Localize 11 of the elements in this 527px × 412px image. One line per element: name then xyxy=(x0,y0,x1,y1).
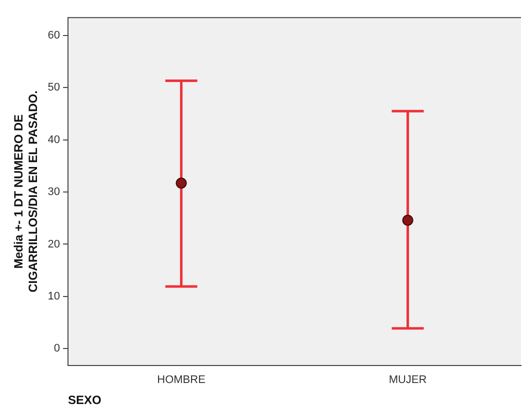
y-tick-label: 60 xyxy=(48,29,60,42)
x-tick-label: MUJER xyxy=(388,374,427,386)
y-tick-label: 30 xyxy=(48,186,60,198)
y-tick-label: 10 xyxy=(48,290,60,302)
x-axis-title: SEXO xyxy=(68,393,102,408)
x-tick-label: HOMBRE xyxy=(157,374,206,386)
y-axis-title: Media +- 1 DT NUMERO DE CIGARRILLOS/DIA EN EL PASADO. xyxy=(12,90,40,292)
y-tick-label: 40 xyxy=(48,134,60,146)
y-tick-label: 20 xyxy=(48,238,60,250)
y-tick-label: 0 xyxy=(54,342,60,355)
y-tick-label: 50 xyxy=(48,82,60,94)
